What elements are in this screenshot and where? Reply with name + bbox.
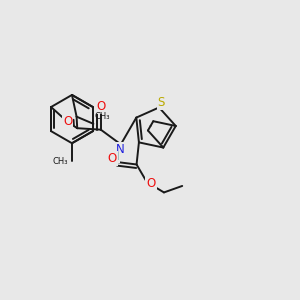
Text: S: S (158, 96, 165, 109)
Text: H: H (112, 152, 119, 162)
Text: N: N (116, 143, 124, 156)
Text: O: O (96, 100, 105, 112)
Text: CH₃: CH₃ (95, 112, 110, 121)
Text: O: O (63, 116, 72, 128)
Text: O: O (146, 177, 156, 190)
Text: CH₃: CH₃ (53, 157, 68, 166)
Text: O: O (107, 152, 117, 165)
